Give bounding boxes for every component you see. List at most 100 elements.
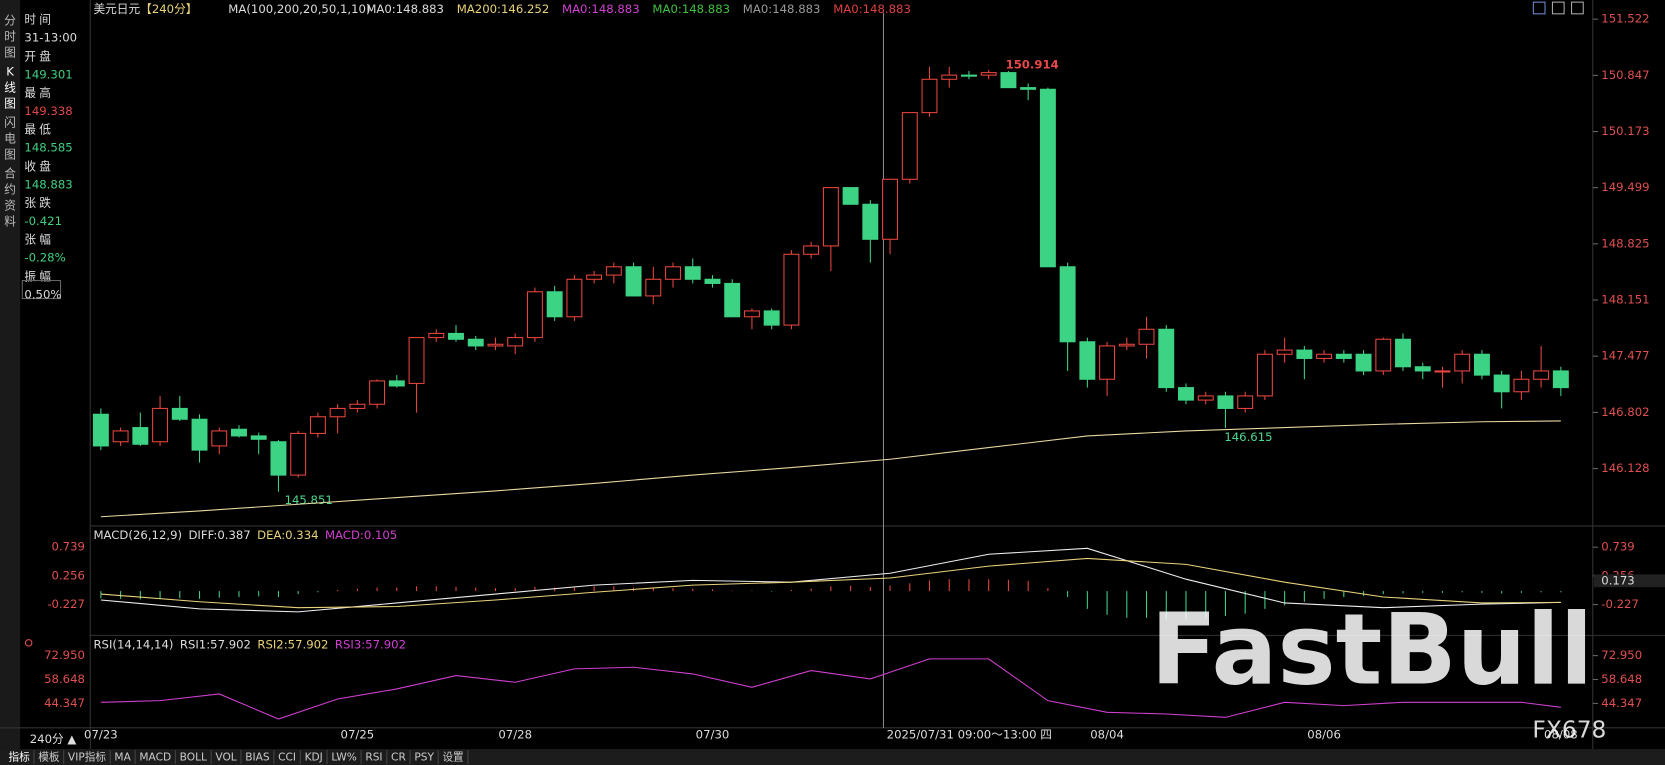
watermark: FastBull (1151, 593, 1594, 707)
candle-body (428, 332, 445, 339)
info-value: 149.301 (24, 67, 72, 81)
candle-body (1237, 395, 1254, 409)
side-tab[interactable]: 约 (4, 183, 16, 197)
high-annotation: 150.914 (1006, 57, 1059, 71)
toolbar-tab[interactable]: MACD (139, 751, 171, 764)
candle-body (1039, 88, 1056, 268)
y-tick-label: 0.739 (52, 540, 85, 554)
toolbar-tab[interactable]: BIAS (245, 751, 270, 764)
candle-body (1395, 338, 1411, 368)
window-icons (1532, 1, 1584, 15)
candle-body (1276, 349, 1293, 355)
candle-body (1434, 370, 1451, 373)
candle-body (1454, 353, 1471, 372)
icon[interactable] (1532, 1, 1546, 15)
side-tab[interactable]: 图 (4, 97, 16, 111)
x-tick-label: 07/25 (341, 728, 375, 742)
candle-body (1099, 345, 1116, 380)
info-value: 148.883 (24, 177, 72, 191)
ma-label: MA(100,200,20,50,1,10) (228, 2, 370, 16)
candle-body (1197, 395, 1214, 401)
toolbar-tab[interactable]: 指标 (8, 751, 30, 764)
candle-body (1552, 370, 1569, 389)
candle-body (704, 278, 721, 284)
y-tick-label: -0.227 (47, 597, 85, 611)
ma-value: MA0:148.883 (833, 2, 911, 16)
side-tab[interactable]: 电 (4, 132, 16, 146)
candle-body (171, 407, 188, 420)
rsi-icon[interactable] (24, 639, 33, 647)
icon[interactable] (1571, 1, 1584, 15)
info-value: -0.421 (24, 214, 62, 228)
candle-body (901, 112, 918, 180)
side-tab[interactable]: 分 (4, 14, 16, 28)
candle-body (526, 291, 543, 339)
macd-legend: DEA:0.334 (257, 528, 318, 542)
toolbar-tab[interactable]: VOL (215, 751, 236, 764)
side-tab[interactable]: K (6, 65, 14, 79)
low-annotation: 146.615 (1224, 430, 1272, 444)
candle-body (980, 72, 997, 76)
candle-body (1513, 378, 1530, 393)
candle-body (724, 282, 741, 318)
candle-body (309, 416, 326, 434)
candle-body (388, 380, 405, 387)
period: 【240分】 (140, 2, 197, 16)
info-label: 时间 (24, 13, 54, 27)
y-tick-label: 150.847 (1601, 68, 1649, 82)
candle-body (586, 274, 603, 280)
toolbar-tab[interactable]: 模板 (38, 751, 60, 764)
toolbar-tab[interactable]: MA (114, 751, 131, 764)
side-tab[interactable]: 时 (4, 30, 16, 44)
candle-body (1217, 395, 1234, 409)
candle-body (1000, 72, 1017, 89)
y-tick-label: 44.347 (44, 696, 85, 710)
y-tick-label: 72.950 (1601, 648, 1642, 662)
info-box (21, 279, 62, 300)
y-tick-label: -0.227 (1601, 597, 1639, 611)
candle-body (803, 245, 820, 255)
ma-value: MA0:148.883 (743, 2, 821, 16)
toolbar-tab[interactable]: 设置 (442, 751, 464, 764)
candle-body (132, 427, 149, 445)
candle-body (1118, 343, 1135, 347)
info-value: -0.28% (24, 251, 65, 265)
toolbar-tab[interactable]: LW% (331, 751, 357, 764)
side-tab[interactable]: 图 (4, 148, 16, 162)
info-label: 收盘 (24, 159, 54, 173)
candle-body (112, 430, 129, 443)
toolbar-tab[interactable]: VIP指标 (68, 751, 106, 764)
toolbar (0, 749, 1665, 765)
toolbar-tab[interactable]: RSI (365, 751, 382, 764)
side-tab[interactable]: 合 (4, 167, 16, 181)
candle-body (250, 435, 267, 440)
y-tick-label: 146.802 (1601, 405, 1649, 419)
y-tick-label: 148.825 (1601, 236, 1649, 250)
ma-value: MA0:148.883 (366, 2, 444, 16)
x-tick-label: 07/23 (84, 728, 118, 742)
y-tick-label: 150.173 (1601, 124, 1649, 138)
info-value: 0.50% (24, 287, 61, 301)
macd-legend: MACD(26,12,9) (93, 528, 182, 542)
info-label: 最高 (24, 86, 54, 100)
candle-body (408, 337, 425, 384)
toolbar-tab[interactable]: KDJ (305, 751, 323, 764)
y-tick-label: 149.499 (1601, 180, 1649, 194)
candle-body (1138, 328, 1155, 345)
toolbar-tab[interactable]: CCI (278, 751, 296, 764)
toolbar-tab[interactable]: PSY (414, 751, 434, 764)
side-tab[interactable]: 图 (4, 46, 16, 60)
side-tabbar (0, 0, 21, 750)
y-tick-label: 146.128 (1601, 461, 1649, 475)
toolbar-tab[interactable]: BOLL (180, 751, 207, 764)
ma-value: MA200:146.252 (457, 2, 550, 16)
side-tab[interactable]: 线 (4, 81, 16, 95)
toolbar-tab[interactable]: CR (391, 751, 406, 764)
candle-body (546, 291, 563, 318)
candle-body (625, 266, 642, 297)
side-tab[interactable]: 资 (4, 199, 16, 213)
side-tab[interactable]: 料 (4, 215, 16, 229)
side-tab[interactable]: 闪 (4, 116, 16, 130)
icon[interactable] (1551, 1, 1565, 15)
